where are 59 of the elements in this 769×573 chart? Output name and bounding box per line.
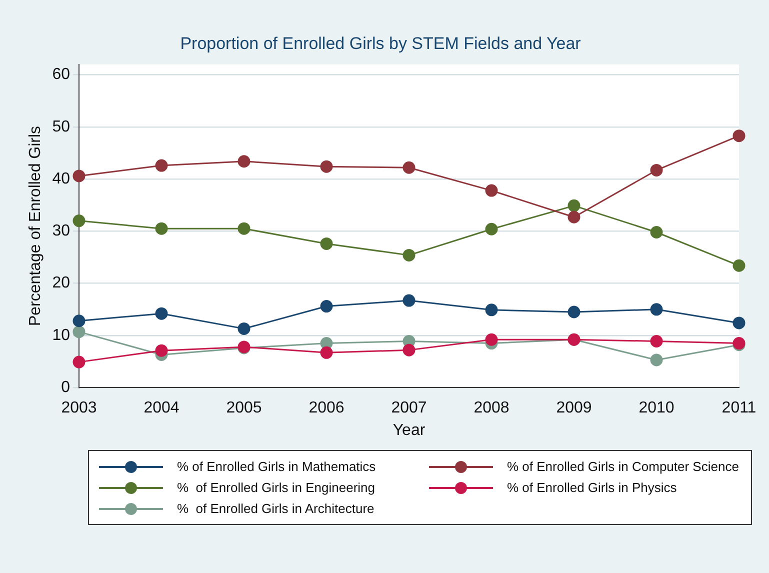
point bbox=[732, 259, 746, 272]
point bbox=[238, 322, 250, 335]
x-tick-label: 2003 bbox=[61, 400, 97, 417]
x-tick-label: 2010 bbox=[638, 400, 674, 417]
legend-label: % of Enrolled Girls in Physics bbox=[507, 480, 677, 495]
x-tick-label: 2008 bbox=[474, 400, 510, 417]
y-tick-label: 0 bbox=[61, 379, 70, 396]
y-tick-label: 10 bbox=[52, 326, 70, 344]
point bbox=[732, 130, 746, 142]
point bbox=[320, 300, 333, 313]
x-tick-label: 2005 bbox=[226, 400, 262, 417]
legend-label: % of Enrolled Girls in Mathematics bbox=[177, 459, 376, 474]
point bbox=[485, 184, 498, 197]
legend-label: % of Enrolled Girls in Engineering bbox=[177, 480, 375, 495]
point bbox=[485, 222, 498, 236]
y-tick-label: 60 bbox=[52, 66, 70, 84]
point bbox=[72, 326, 86, 338]
y-tick-label: 40 bbox=[52, 170, 70, 188]
point bbox=[72, 170, 86, 182]
point bbox=[568, 199, 580, 212]
y-tick-label: 30 bbox=[52, 222, 70, 240]
x-tick-label: 2007 bbox=[391, 400, 427, 417]
point bbox=[402, 161, 416, 174]
point bbox=[72, 214, 86, 228]
point bbox=[155, 222, 168, 235]
chart-title: Proportion of Enrolled Girls by STEM Fields and Year bbox=[180, 34, 582, 53]
point bbox=[238, 155, 250, 168]
point bbox=[485, 304, 498, 316]
point bbox=[402, 248, 416, 262]
point bbox=[155, 159, 168, 172]
point bbox=[650, 164, 663, 176]
point bbox=[402, 294, 416, 307]
point bbox=[320, 237, 333, 250]
legend-label: % of Enrolled Girls in Computer Science bbox=[507, 459, 739, 474]
y-tick-label: 20 bbox=[52, 274, 70, 292]
x-tick-label: 2006 bbox=[308, 400, 344, 417]
point bbox=[732, 316, 746, 330]
y-tick-label: 50 bbox=[52, 118, 70, 136]
x-tick-label: 2011 bbox=[722, 400, 756, 417]
point bbox=[155, 307, 168, 320]
point bbox=[402, 344, 416, 356]
point bbox=[485, 333, 498, 346]
x-tick-label: 2009 bbox=[556, 400, 592, 417]
y-axis-title: Percentage of Enrolled Girls bbox=[27, 126, 44, 326]
point bbox=[650, 334, 663, 348]
point bbox=[650, 354, 663, 366]
point bbox=[650, 303, 663, 316]
point bbox=[155, 344, 168, 357]
point bbox=[568, 306, 580, 318]
point bbox=[238, 222, 250, 235]
x-axis-title: Year bbox=[392, 422, 426, 439]
point bbox=[568, 210, 580, 224]
point bbox=[320, 346, 333, 359]
x-tick-label: 2004 bbox=[144, 400, 180, 417]
legend-label: % of Enrolled Girls in Architecture bbox=[177, 501, 374, 516]
point bbox=[72, 314, 86, 328]
point bbox=[72, 356, 86, 368]
point bbox=[320, 160, 333, 173]
point bbox=[650, 226, 663, 239]
